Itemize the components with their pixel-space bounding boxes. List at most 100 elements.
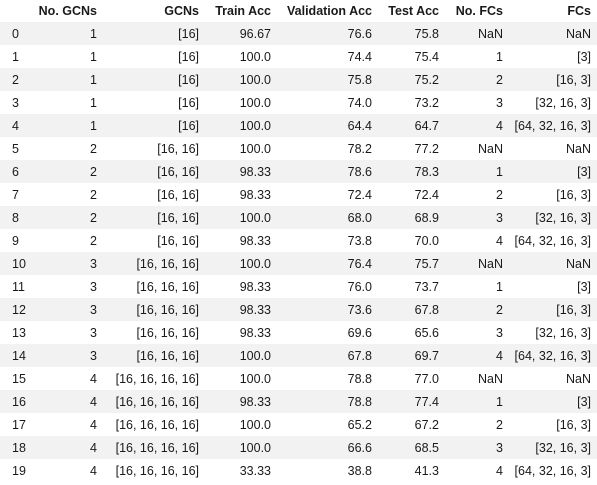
cell-no-fcs: 4 <box>496 118 503 133</box>
cell-fcs: NaN <box>565 256 591 271</box>
column-header-no-gcns: No. GCNs <box>30 0 103 22</box>
cell-fcs: [3] <box>577 164 591 179</box>
cell-validation-acc: 66.6 <box>347 440 372 455</box>
cell-fcs: [64, 32, 16, 3] <box>514 463 591 478</box>
cell-gcns: [16] <box>178 72 199 87</box>
row-index: 18 <box>12 440 26 455</box>
cell-train-acc: 100.0 <box>239 417 271 432</box>
row-index: 14 <box>12 348 26 363</box>
cell-train-acc: 98.33 <box>239 394 271 409</box>
row-index: 12 <box>12 302 26 317</box>
cell-fcs: [3] <box>577 49 591 64</box>
cell-gcns: [16, 16] <box>157 233 199 248</box>
cell-validation-acc: 69.6 <box>347 325 372 340</box>
cell-validation-acc: 78.2 <box>347 141 372 156</box>
row-index: 7 <box>12 187 19 202</box>
cell-fcs: NaN <box>565 141 591 156</box>
cell-gcns: [16] <box>178 49 199 64</box>
cell-no-fcs: 1 <box>496 164 503 179</box>
table-row: 0 1 [16] 96.67 76.6 75.8 NaN NaN <box>0 22 597 45</box>
row-index: 2 <box>12 72 19 87</box>
cell-gcns: [16, 16, 16] <box>136 325 199 340</box>
cell-test-acc: 68.9 <box>414 210 439 225</box>
cell-no-gcns: 1 <box>90 49 97 64</box>
cell-validation-acc: 73.8 <box>347 233 372 248</box>
cell-no-fcs: 3 <box>496 95 503 110</box>
cell-train-acc: 98.33 <box>239 279 271 294</box>
table-row: 16 4 [16, 16, 16, 16] 98.33 78.8 77.4 1 [3] <box>0 390 597 413</box>
cell-train-acc: 100.0 <box>239 440 271 455</box>
cell-gcns: [16, 16] <box>157 210 199 225</box>
cell-no-gcns: 4 <box>90 417 97 432</box>
cell-gcns: [16, 16, 16] <box>136 302 199 317</box>
cell-fcs: NaN <box>565 26 591 41</box>
row-index: 4 <box>12 118 19 133</box>
cell-fcs: [32, 16, 3] <box>535 210 591 225</box>
cell-no-fcs: NaN <box>477 371 503 386</box>
cell-no-gcns: 2 <box>90 233 97 248</box>
cell-no-gcns: 1 <box>90 72 97 87</box>
column-header-no-fcs: No. FCs <box>445 0 509 22</box>
cell-fcs: [3] <box>577 394 591 409</box>
cell-no-gcns: 2 <box>90 141 97 156</box>
table-row: 12 3 [16, 16, 16] 98.33 73.6 67.8 2 [16, 3] <box>0 298 597 321</box>
cell-test-acc: 77.0 <box>414 371 439 386</box>
cell-gcns: [16, 16, 16] <box>136 279 199 294</box>
table-row: 8 2 [16, 16] 100.0 68.0 68.9 3 [32, 16, 3] <box>0 206 597 229</box>
cell-gcns: [16, 16, 16, 16] <box>115 463 199 478</box>
cell-no-gcns: 4 <box>90 463 97 478</box>
cell-test-acc: 67.2 <box>414 417 439 432</box>
cell-no-gcns: 3 <box>90 256 97 271</box>
table-row: 2 1 [16] 100.0 75.8 75.2 2 [16, 3] <box>0 68 597 91</box>
table-row: 6 2 [16, 16] 98.33 78.6 78.3 1 [3] <box>0 160 597 183</box>
cell-validation-acc: 74.4 <box>347 49 372 64</box>
cell-no-fcs: 1 <box>496 279 503 294</box>
row-index: 11 <box>12 279 25 294</box>
table-row: 10 3 [16, 16, 16] 100.0 76.4 75.7 NaN NaN <box>0 252 597 275</box>
cell-train-acc: 98.33 <box>239 164 271 179</box>
table-header: No. GCNs GCNs Train Acc Validation Acc Test … <box>0 0 597 22</box>
table-row: 11 3 [16, 16, 16] 98.33 76.0 73.7 1 [3] <box>0 275 597 298</box>
column-header-validation-acc: Validation Acc <box>277 0 378 22</box>
column-header-test-acc: Test Acc <box>378 0 445 22</box>
cell-validation-acc: 72.4 <box>347 187 372 202</box>
cell-gcns: [16, 16, 16, 16] <box>115 417 199 432</box>
cell-test-acc: 64.7 <box>414 118 439 133</box>
cell-validation-acc: 65.2 <box>347 417 372 432</box>
row-index: 15 <box>12 371 26 386</box>
header-row: No. GCNs GCNs Train Acc Validation Acc Test … <box>0 0 597 22</box>
cell-gcns: [16, 16] <box>157 164 199 179</box>
cell-gcns: [16] <box>178 26 199 41</box>
cell-no-fcs: 1 <box>496 394 503 409</box>
cell-test-acc: 70.0 <box>414 233 439 248</box>
table-row: 4 1 [16] 100.0 64.4 64.7 4 [64, 32, 16, 3] <box>0 114 597 137</box>
cell-fcs: [64, 32, 16, 3] <box>514 118 591 133</box>
cell-no-gcns: 3 <box>90 325 97 340</box>
row-index: 0 <box>12 26 19 41</box>
cell-test-acc: 75.7 <box>414 256 439 271</box>
cell-no-fcs: 3 <box>496 325 503 340</box>
table-row: 17 4 [16, 16, 16, 16] 100.0 65.2 67.2 2 [16, 3] <box>0 413 597 436</box>
cell-validation-acc: 64.4 <box>347 118 372 133</box>
row-index: 3 <box>12 95 19 110</box>
cell-train-acc: 96.67 <box>239 26 271 41</box>
cell-validation-acc: 78.8 <box>347 371 372 386</box>
cell-no-fcs: 2 <box>496 417 503 432</box>
cell-fcs: [64, 32, 16, 3] <box>514 348 591 363</box>
cell-validation-acc: 67.8 <box>347 348 372 363</box>
cell-validation-acc: 76.6 <box>347 26 372 41</box>
cell-no-gcns: 4 <box>90 371 97 386</box>
cell-no-fcs: 4 <box>496 463 503 478</box>
cell-test-acc: 75.8 <box>414 26 439 41</box>
cell-validation-acc: 74.0 <box>347 95 372 110</box>
cell-test-acc: 67.8 <box>414 302 439 317</box>
cell-no-gcns: 3 <box>90 302 97 317</box>
cell-train-acc: 100.0 <box>239 49 271 64</box>
column-header-train-acc: Train Acc <box>205 0 277 22</box>
column-header-fcs: FCs <box>509 0 597 22</box>
row-index: 19 <box>12 463 26 478</box>
cell-fcs: [16, 3] <box>556 187 591 202</box>
cell-gcns: [16] <box>178 95 199 110</box>
cell-train-acc: 98.33 <box>239 325 271 340</box>
cell-test-acc: 41.3 <box>414 463 439 478</box>
